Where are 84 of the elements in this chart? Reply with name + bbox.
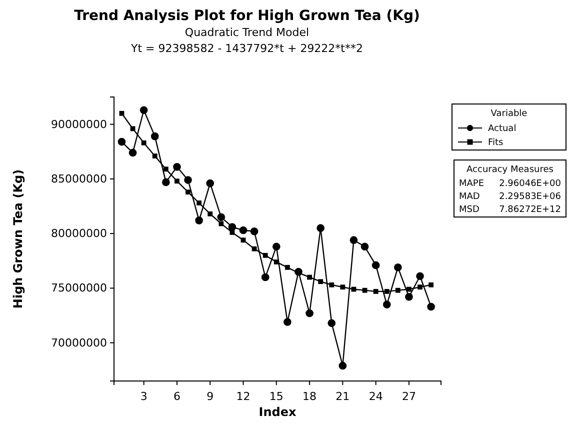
point: [141, 140, 146, 146]
point: [206, 179, 214, 188]
point: [284, 318, 292, 326]
y-tick-label: 85000000: [51, 172, 107, 186]
x-tick-label: 21: [336, 390, 350, 404]
x-tick-label: 3: [140, 390, 148, 404]
y-axis-title: High Grown Tea (Kg): [11, 169, 25, 309]
text: 2.29583E+06: [499, 192, 562, 202]
point: [118, 138, 126, 146]
point: [284, 264, 290, 270]
point: [261, 273, 270, 282]
point: [373, 288, 378, 294]
x-tick-label: 24: [368, 390, 383, 404]
legend-title: Variable: [490, 109, 528, 119]
x-tick-label: 6: [173, 390, 180, 404]
point: [195, 216, 203, 224]
legend-label: Actual: [488, 124, 516, 134]
point: [274, 259, 279, 264]
point: [362, 288, 368, 293]
point: [382, 300, 391, 308]
text: 2.96046E+00: [499, 179, 562, 189]
point: [250, 227, 258, 236]
point: [428, 282, 434, 288]
x-tick-label: 27: [402, 390, 416, 404]
x-axis-title: Index: [258, 405, 296, 419]
point: [307, 274, 312, 280]
point: [360, 242, 369, 251]
point: [208, 211, 213, 216]
point: [252, 246, 257, 252]
point: [406, 286, 412, 292]
point: [186, 190, 190, 194]
chart-subtitle: Quadratic Trend Model: [184, 26, 310, 39]
point: [230, 230, 235, 235]
y-tick-label: 80000000: [51, 227, 107, 240]
point: [418, 284, 422, 290]
point: [306, 309, 314, 318]
text: MSD: [459, 205, 480, 215]
y-tick-label: 90000000: [51, 118, 107, 131]
point: [427, 302, 435, 311]
x-tick-label: 15: [269, 390, 284, 404]
point: [130, 126, 136, 132]
point: [338, 362, 347, 370]
text: MAPE: [459, 179, 484, 189]
y-tick-label: 75000000: [51, 282, 107, 295]
point: [184, 176, 192, 184]
point: [318, 279, 324, 284]
text: 7.86272E+12: [499, 205, 561, 215]
point: [119, 110, 124, 116]
point: [416, 272, 424, 280]
point: [140, 106, 148, 114]
point: [328, 319, 336, 328]
point: [372, 261, 380, 270]
point: [162, 178, 170, 186]
point: [240, 238, 246, 243]
point: [218, 221, 224, 226]
point: [228, 223, 236, 231]
x-tick-label: 18: [302, 390, 317, 404]
point: [262, 252, 268, 258]
point: [239, 226, 248, 234]
chart-title: Trend Analysis Plot for High Grown Tea (Kg): [74, 8, 420, 24]
point: [272, 242, 280, 251]
point: [316, 224, 324, 232]
point: [329, 282, 334, 288]
point: [173, 163, 181, 171]
point: [128, 148, 137, 157]
point: [384, 288, 390, 294]
point: [196, 200, 202, 206]
point: [350, 236, 358, 244]
point: [174, 178, 180, 184]
point: [163, 166, 168, 172]
text: Yt = 92398582 - 1437792*t + 29222*t**2: [130, 42, 364, 55]
legend-label: Fits: [488, 138, 504, 148]
point: [395, 288, 400, 293]
point: [152, 154, 158, 158]
x-tick-label: 9: [206, 390, 214, 404]
text: MAD: [459, 192, 480, 202]
point: [150, 132, 159, 140]
point: [340, 284, 346, 290]
point: [217, 213, 226, 222]
x-tick-label: 12: [236, 390, 250, 404]
y-tick-label: 70000000: [51, 336, 107, 350]
text: Accuracy Measures: [466, 165, 554, 175]
point: [405, 292, 413, 301]
point: [394, 264, 402, 272]
